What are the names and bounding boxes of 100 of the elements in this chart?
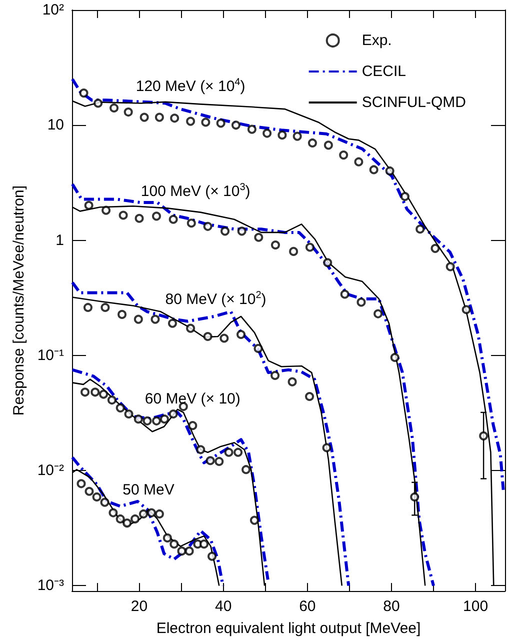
point (220, 226, 230, 236)
point (237, 226, 246, 236)
point (177, 546, 186, 556)
point (196, 445, 206, 454)
point (201, 118, 210, 127)
point (369, 165, 378, 174)
point (116, 403, 125, 412)
annotation: 50 MeV (122, 481, 174, 498)
point (152, 212, 161, 221)
annotation: 80 MeV (× 10$^{2}$) (165, 290, 266, 308)
point (124, 108, 133, 117)
point (76, 479, 86, 488)
point (186, 324, 196, 333)
point (203, 222, 212, 231)
point (410, 492, 420, 502)
point (92, 492, 102, 502)
point (270, 370, 280, 380)
point (400, 192, 410, 202)
point (247, 124, 256, 134)
point (154, 112, 164, 122)
point (254, 344, 263, 353)
point (118, 310, 127, 319)
legend-label: Exp. (362, 32, 392, 49)
point (216, 118, 226, 128)
point (324, 140, 333, 150)
point (122, 518, 132, 528)
point (270, 240, 280, 250)
point (107, 396, 116, 405)
point (250, 516, 259, 525)
point (162, 533, 172, 542)
y-tick-label: 1 (56, 232, 64, 249)
point (186, 218, 196, 228)
legend-label: CECIL (362, 63, 406, 80)
point (100, 498, 110, 507)
point (479, 431, 488, 440)
point (116, 514, 125, 524)
point (84, 486, 94, 496)
point (168, 410, 178, 419)
point (207, 552, 216, 561)
point (138, 509, 148, 518)
point (354, 157, 364, 166)
point (134, 314, 143, 324)
point (94, 98, 103, 108)
point (150, 314, 160, 324)
point (83, 302, 92, 312)
point (134, 414, 143, 424)
point (254, 232, 264, 242)
point (79, 88, 88, 98)
point (160, 414, 169, 424)
point (278, 130, 287, 140)
point (108, 508, 118, 518)
x-axis-title: Electron equivalent light output [MeVee] (156, 620, 421, 637)
point (134, 214, 144, 223)
point (220, 334, 229, 343)
point (430, 244, 440, 253)
point (242, 465, 251, 474)
x-tick-label: 20 (130, 598, 148, 615)
point (288, 377, 297, 386)
y-tick-label: 10⁻³ (37, 577, 64, 594)
point (339, 150, 348, 160)
point (130, 514, 140, 524)
point (262, 128, 272, 138)
point (206, 456, 215, 466)
x-tick-label: 60 (299, 598, 316, 615)
point (356, 298, 366, 307)
point (100, 302, 110, 312)
point (90, 388, 100, 397)
point (446, 262, 455, 272)
point (305, 242, 314, 252)
y-tick-label: 10² (42, 2, 64, 18)
point (340, 290, 350, 299)
y-tick-label: 10 (47, 116, 64, 134)
annotation: 120 MeV (× 10$^{4}$) (136, 76, 246, 95)
point (390, 352, 400, 362)
point (84, 200, 94, 210)
point (236, 330, 246, 339)
point (323, 258, 332, 268)
point (186, 116, 196, 126)
point (374, 309, 383, 318)
point (102, 206, 111, 215)
point (170, 540, 179, 549)
point (118, 210, 128, 220)
y-tick-label: 10⁻¹ (37, 346, 64, 364)
annotation: 100 MeV (× 10$^{3}$) (140, 182, 250, 200)
point (152, 416, 161, 426)
legend-label: SCINFUL-QMD (362, 94, 466, 111)
point (214, 456, 224, 466)
point (170, 114, 180, 123)
point (168, 214, 178, 224)
point (80, 388, 90, 397)
annotation: 60 MeV (× 10) (144, 390, 240, 408)
point (188, 421, 198, 430)
y-tick-label: 10⁻² (37, 462, 64, 480)
point (184, 546, 194, 556)
y-axis-title: Response [counts/MeVee/neutron] (10, 185, 28, 416)
point (234, 448, 243, 457)
point (305, 392, 314, 401)
x-tick-label: 100 (463, 598, 488, 615)
point (200, 540, 208, 549)
point (231, 120, 240, 130)
